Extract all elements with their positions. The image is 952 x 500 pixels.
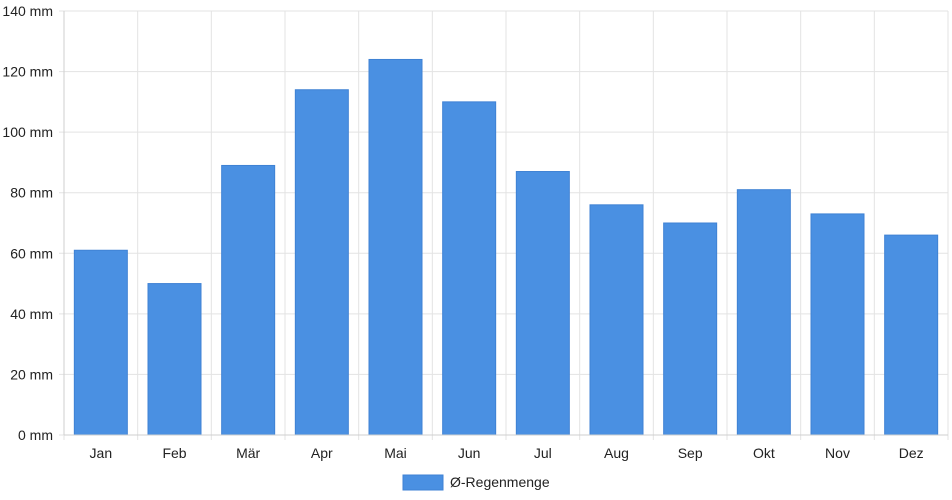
x-tick-label: Jan (90, 445, 113, 461)
y-tick-label: 0 mm (18, 427, 53, 443)
y-tick-label: 20 mm (10, 366, 53, 382)
bar-Feb[interactable] (147, 283, 202, 436)
bar-Mär[interactable] (221, 164, 276, 436)
y-tick-label: 120 mm (2, 64, 53, 80)
y-tick-label: 140 mm (2, 3, 53, 19)
bar-Apr[interactable] (294, 89, 349, 436)
x-tick-label: Feb (162, 445, 186, 461)
bar-Nov[interactable] (810, 213, 865, 436)
bar-Okt[interactable] (736, 189, 791, 436)
x-tick-label: Sep (678, 445, 703, 461)
x-tick-label: Jun (458, 445, 481, 461)
bar-Jan[interactable] (73, 249, 128, 436)
x-tick-label: Mär (236, 445, 260, 461)
bar-Jun[interactable] (442, 101, 497, 436)
legend[interactable]: Ø-Regenmenge (402, 474, 550, 491)
legend-label[interactable]: Ø-Regenmenge (450, 474, 550, 490)
y-tick-label: 40 mm (10, 306, 53, 322)
x-tick-label: Mai (384, 445, 407, 461)
bar-Jul[interactable] (515, 171, 570, 436)
bar-Dez[interactable] (884, 234, 939, 436)
x-tick-label: Dez (899, 445, 924, 461)
y-tick-label: 80 mm (10, 185, 53, 201)
x-tick-label: Nov (825, 445, 850, 461)
x-tick-label: Jul (534, 445, 552, 461)
bars (73, 58, 939, 436)
x-tick-label: Aug (604, 445, 629, 461)
axes (63, 11, 948, 436)
y-tick-label: 100 mm (2, 124, 53, 140)
x-tick-label: Okt (753, 445, 775, 461)
y-tick-label: 60 mm (10, 245, 53, 261)
x-tick-label: Apr (311, 445, 333, 461)
y-tick-labels: 0 mm 20 mm 40 mm 60 mm 80 mm 100 mm 120 mm 140 … (2, 3, 53, 443)
bar-Mai[interactable] (368, 58, 423, 436)
bar-Sep[interactable] (663, 222, 718, 436)
bar-Aug[interactable] (589, 204, 644, 436)
legend-swatch[interactable] (402, 474, 444, 491)
grid-lines (59, 10, 949, 440)
x-tick-labels: Jan Feb Mär Apr Mai Jun Jul Aug Sep Okt Nov Dez (90, 445, 924, 461)
